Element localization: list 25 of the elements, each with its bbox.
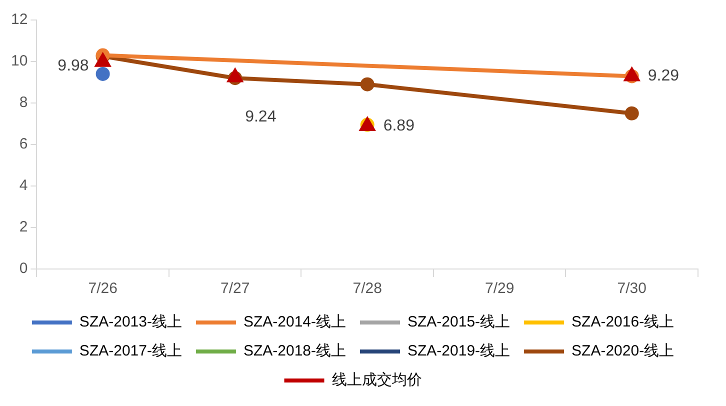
x-tick-label: 7/28 <box>352 280 382 298</box>
y-tick-label: 6 <box>19 136 28 153</box>
y-tick-label: 10 <box>10 52 28 70</box>
data-label: 9.24 <box>245 108 276 126</box>
legend-label: SZA-2014-线上 <box>243 314 346 331</box>
legend-label: SZA-2016-线上 <box>572 314 674 331</box>
legend-label: 线上成交均价 <box>332 372 422 389</box>
legend-label: SZA-2017-线上 <box>79 342 182 360</box>
legend-label: SZA-2015-线上 <box>408 314 510 331</box>
data-label: 9.98 <box>58 57 89 74</box>
data-label: 9.29 <box>648 68 680 85</box>
y-tick-label: 0 <box>19 260 28 278</box>
legend-label: SZA-2013-线上 <box>79 314 182 331</box>
legend-label: SZA-2019-线上 <box>408 342 510 360</box>
y-tick-label: 12 <box>10 11 28 28</box>
legend-label: SZA-2020-线上 <box>572 342 674 360</box>
x-tick-label: 7/26 <box>88 280 118 298</box>
y-tick-label: 8 <box>19 94 28 112</box>
x-tick-label: 7/30 <box>617 280 646 298</box>
y-tick-label: 2 <box>19 218 28 236</box>
legend-label: SZA-2018-线上 <box>243 342 346 360</box>
y-tick-label: 4 <box>19 177 28 194</box>
x-tick-label: 7/27 <box>220 280 250 298</box>
x-tick-label: 7/29 <box>485 280 514 298</box>
data-label: 6.89 <box>383 117 415 134</box>
